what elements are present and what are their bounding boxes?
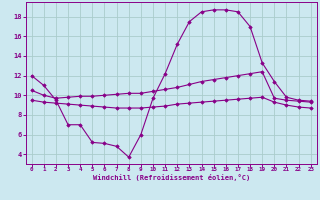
X-axis label: Windchill (Refroidissement éolien,°C): Windchill (Refroidissement éolien,°C)	[92, 174, 250, 181]
